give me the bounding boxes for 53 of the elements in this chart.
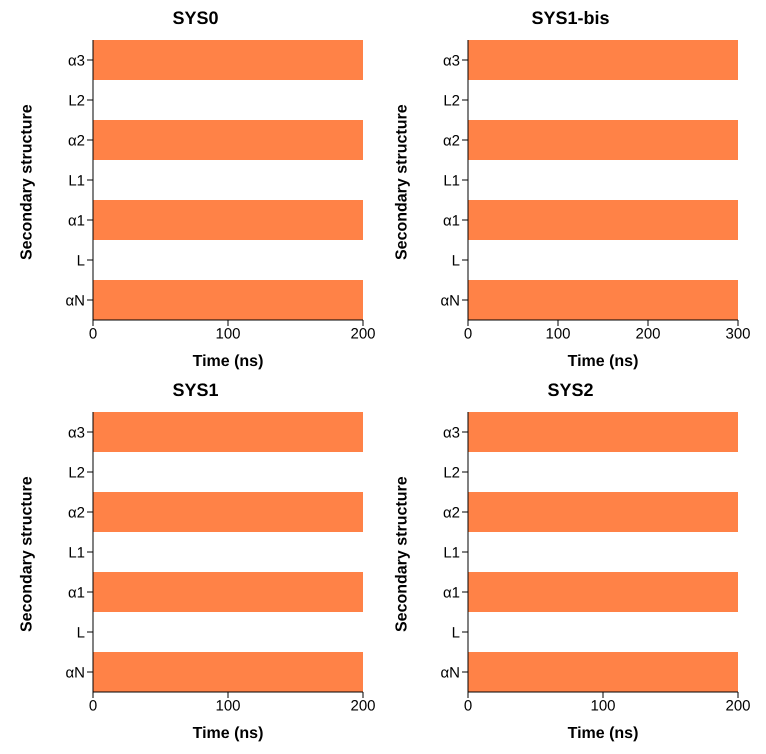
x-tick-label: 300 — [725, 326, 751, 343]
x-tick-label: 0 — [464, 326, 472, 343]
y-tick-label: α3 — [442, 424, 460, 442]
x-axis-title: Time (ns) — [192, 725, 264, 742]
y-tick-label: α3 — [68, 424, 85, 442]
chart-title: SYS1 — [171, 380, 220, 402]
y-tick-label: L — [452, 624, 460, 642]
y-axis-title: Secondary structure — [394, 104, 411, 260]
x-tick-label: 100 — [215, 326, 241, 343]
x-tick-label: 100 — [545, 326, 571, 343]
y-tick-label: L — [76, 624, 85, 642]
x-axis-title: Time (ns) — [192, 353, 264, 370]
x-tick-label: 0 — [464, 698, 472, 715]
x-tick-label: 100 — [590, 698, 616, 715]
y-tick-label: α1 — [68, 584, 85, 602]
y-tick-label: α1 — [68, 212, 85, 230]
y-tick-label: α2 — [68, 132, 85, 150]
x-tick-label: 100 — [215, 698, 241, 715]
y-tick-label: L2 — [443, 464, 460, 482]
x-tick-label: 0 — [88, 698, 98, 715]
y-axis-title: Secondary structure — [18, 104, 36, 260]
x-tick-label: 200 — [725, 698, 751, 715]
y-tick-label: α3 — [442, 52, 460, 70]
y-tick-label: αN — [440, 292, 460, 310]
y-tick-label: L1 — [443, 544, 460, 562]
y-tick-label: α1 — [442, 212, 460, 230]
y-tick-label: α1 — [442, 584, 460, 602]
y-tick-label: L2 — [68, 464, 85, 482]
y-tick-label: L — [452, 252, 460, 270]
y-tick-label: αN — [65, 292, 85, 310]
chart-title: SYS0 — [171, 8, 220, 30]
x-tick-label: 0 — [88, 326, 98, 343]
y-tick-label: L1 — [68, 172, 85, 190]
y-tick-label: αN — [440, 664, 460, 682]
x-axis-title: Time (ns) — [568, 353, 638, 370]
y-tick-label: α3 — [68, 52, 85, 70]
x-tick-label: 200 — [350, 326, 376, 343]
x-tick-label: 200 — [635, 326, 661, 343]
y-tick-label: L2 — [443, 92, 460, 110]
y-tick-label: α2 — [68, 504, 85, 522]
y-tick-label: αN — [65, 664, 85, 682]
y-tick-label: L1 — [443, 172, 460, 190]
chart-title: SYS1-bis — [530, 8, 611, 30]
y-tick-label: α2 — [442, 132, 460, 150]
y-tick-label: L1 — [68, 544, 85, 562]
x-axis-title: Time (ns) — [568, 725, 638, 742]
y-tick-label: L2 — [68, 92, 85, 110]
y-axis-title: Secondary structure — [394, 476, 411, 632]
chart-title: SYS2 — [546, 380, 595, 402]
y-tick-label: α2 — [442, 504, 460, 522]
y-axis-title: Secondary structure — [18, 476, 36, 632]
y-tick-label: L — [76, 252, 85, 270]
x-tick-label: 200 — [350, 698, 376, 715]
